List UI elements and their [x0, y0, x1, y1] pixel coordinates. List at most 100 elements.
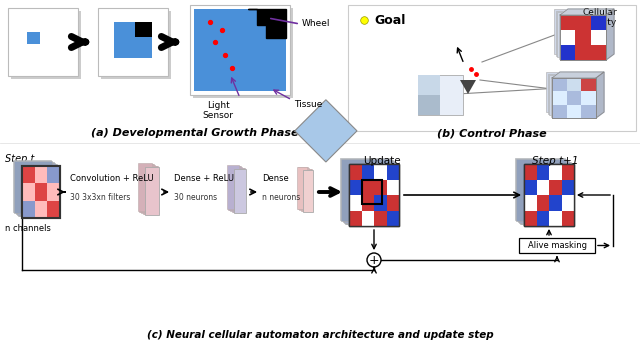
Bar	[591, 15, 606, 30]
Bar	[387, 164, 399, 179]
Bar	[559, 13, 605, 59]
Bar	[387, 210, 399, 226]
Bar	[515, 158, 565, 220]
Bar	[418, 75, 463, 115]
Bar	[297, 167, 307, 208]
Bar	[141, 165, 156, 213]
Bar	[47, 183, 60, 201]
Text: Dense + ReLU: Dense + ReLU	[174, 174, 234, 183]
Bar	[349, 195, 362, 210]
Bar	[560, 15, 575, 30]
Bar	[520, 161, 570, 224]
Bar	[546, 72, 590, 112]
Bar	[556, 10, 602, 56]
Text: (b) Control Phase: (b) Control Phase	[437, 128, 547, 138]
Bar	[552, 78, 566, 91]
Bar	[552, 105, 566, 118]
FancyBboxPatch shape	[295, 100, 357, 162]
Bar	[20, 165, 59, 217]
Bar	[560, 15, 606, 60]
Bar	[524, 164, 574, 226]
Bar	[47, 166, 60, 183]
Text: (a) Developmental Growth Phase: (a) Developmental Growth Phase	[92, 128, 299, 138]
Bar	[190, 5, 290, 95]
Bar	[536, 195, 549, 210]
Bar	[139, 164, 153, 211]
Bar	[581, 78, 596, 91]
Bar	[346, 162, 396, 224]
Text: Update: Update	[363, 156, 401, 166]
Bar	[349, 164, 399, 226]
Polygon shape	[560, 9, 614, 15]
Text: Cellular
Activity: Cellular Activity	[582, 8, 618, 27]
Bar	[575, 45, 591, 60]
Bar	[552, 91, 566, 105]
Bar	[524, 164, 536, 179]
Bar	[233, 168, 245, 212]
Bar	[22, 166, 60, 218]
Bar	[345, 161, 395, 224]
Bar	[193, 8, 293, 98]
Bar	[340, 158, 390, 220]
Bar	[418, 95, 440, 115]
Bar	[8, 8, 78, 76]
Bar	[135, 22, 152, 37]
Bar	[228, 166, 240, 209]
Text: 30 3x3xn filters: 30 3x3xn filters	[70, 193, 131, 202]
Bar	[11, 11, 81, 79]
Bar	[101, 11, 171, 79]
Bar	[561, 164, 574, 179]
Bar	[301, 169, 310, 210]
Bar	[374, 179, 387, 195]
Bar	[549, 179, 561, 195]
Bar	[561, 195, 574, 210]
Bar	[524, 179, 536, 195]
Text: n neurons: n neurons	[262, 193, 300, 202]
Bar	[22, 166, 60, 218]
Bar	[387, 195, 399, 210]
Bar	[552, 78, 596, 118]
Bar	[27, 32, 40, 44]
Text: 30 neurons: 30 neurons	[174, 193, 217, 202]
Bar	[349, 210, 362, 226]
Bar	[362, 179, 374, 195]
Bar	[536, 179, 549, 195]
Bar	[138, 163, 152, 211]
Bar	[114, 22, 152, 58]
Bar	[140, 164, 154, 212]
Bar	[566, 105, 581, 118]
Bar	[232, 168, 244, 211]
Bar	[554, 9, 600, 54]
Text: Dense: Dense	[262, 174, 289, 183]
Bar	[575, 15, 591, 30]
Polygon shape	[596, 72, 604, 118]
Bar	[22, 183, 35, 201]
Bar	[144, 166, 158, 214]
Bar	[341, 159, 391, 221]
Text: Tissue: Tissue	[294, 100, 323, 109]
Bar	[230, 167, 243, 211]
Bar	[302, 169, 312, 211]
Polygon shape	[552, 72, 604, 78]
Text: +: +	[369, 254, 380, 266]
Bar	[22, 166, 35, 183]
Bar	[550, 77, 595, 117]
Bar	[234, 169, 246, 213]
Bar	[549, 164, 561, 179]
Bar	[349, 179, 362, 195]
Bar	[549, 75, 593, 115]
Bar	[17, 163, 55, 215]
Bar	[561, 179, 574, 195]
Bar	[519, 161, 569, 223]
Bar	[581, 105, 596, 118]
Bar	[518, 160, 568, 222]
Text: Light
Sensor: Light Sensor	[202, 101, 234, 120]
Bar	[98, 8, 168, 76]
Bar	[557, 12, 603, 57]
Text: Step t: Step t	[5, 154, 35, 164]
Bar	[591, 30, 606, 45]
Text: Goal: Goal	[374, 13, 405, 27]
Bar	[560, 30, 575, 45]
Bar	[14, 161, 52, 213]
Bar	[362, 210, 374, 226]
